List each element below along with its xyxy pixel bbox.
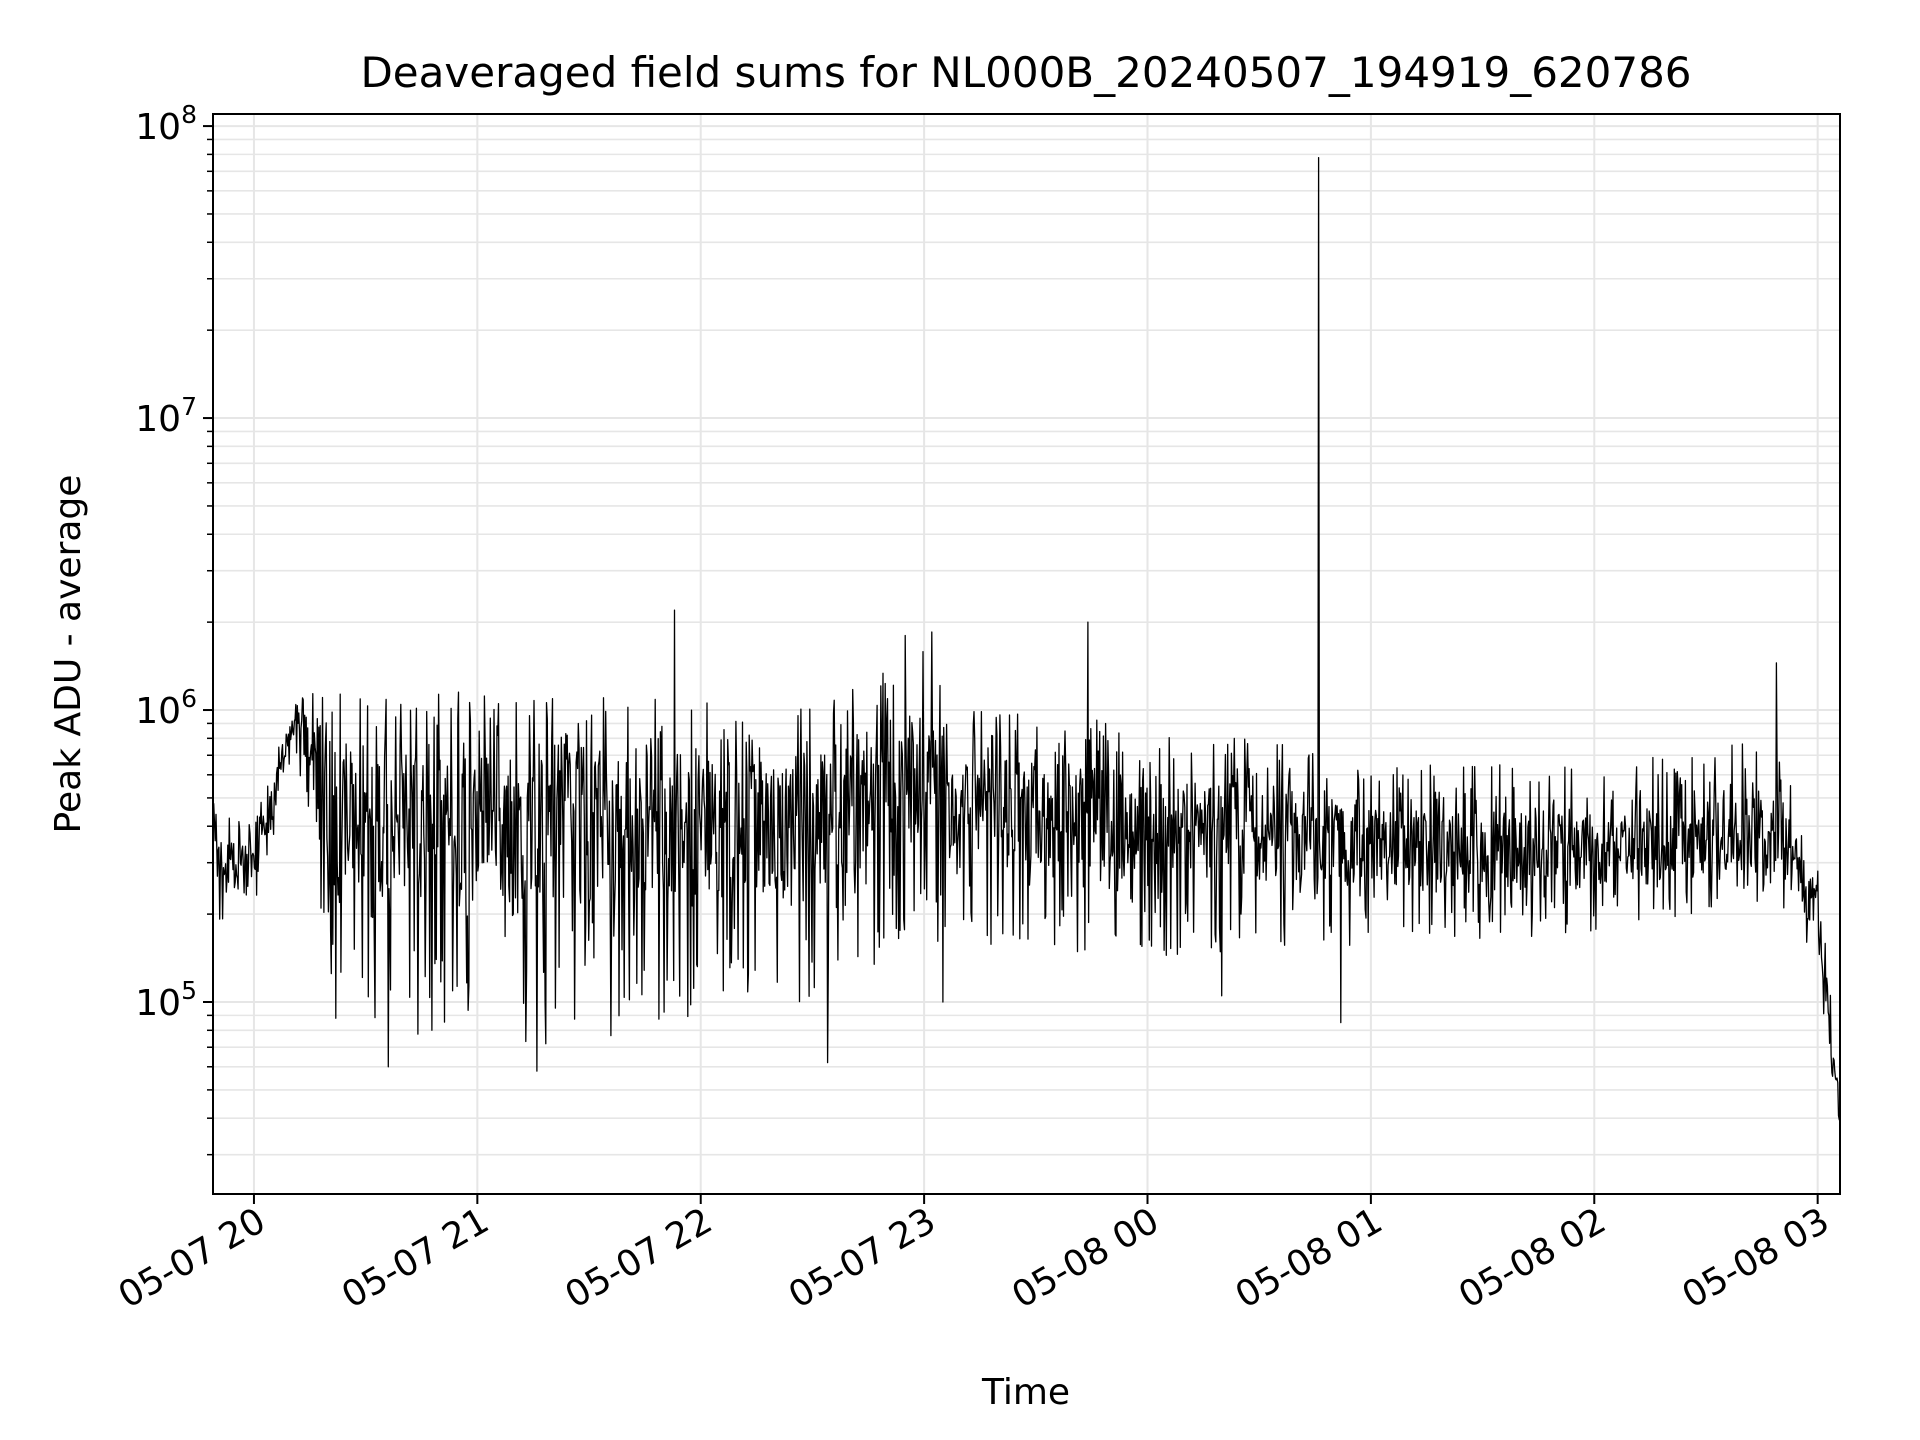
plot-frame: [212, 113, 1841, 1195]
y-tick-label: 106: [135, 684, 197, 732]
y-axis-label: Peak ADU - average: [48, 475, 89, 834]
x-axis-label: Time: [981, 1372, 1070, 1413]
y-axis: 105 106 107 108: [135, 100, 213, 1156]
y-tick-label: 107: [135, 392, 197, 440]
chart-title: Deaveraged field sums for NL000B_2024050…: [360, 48, 1691, 97]
y-tick-label: 108: [135, 100, 197, 148]
series-line: [212, 156, 1841, 1121]
series-path: [212, 156, 1841, 1121]
grid: [213, 114, 1840, 1194]
y-tick-label: 105: [135, 976, 197, 1024]
